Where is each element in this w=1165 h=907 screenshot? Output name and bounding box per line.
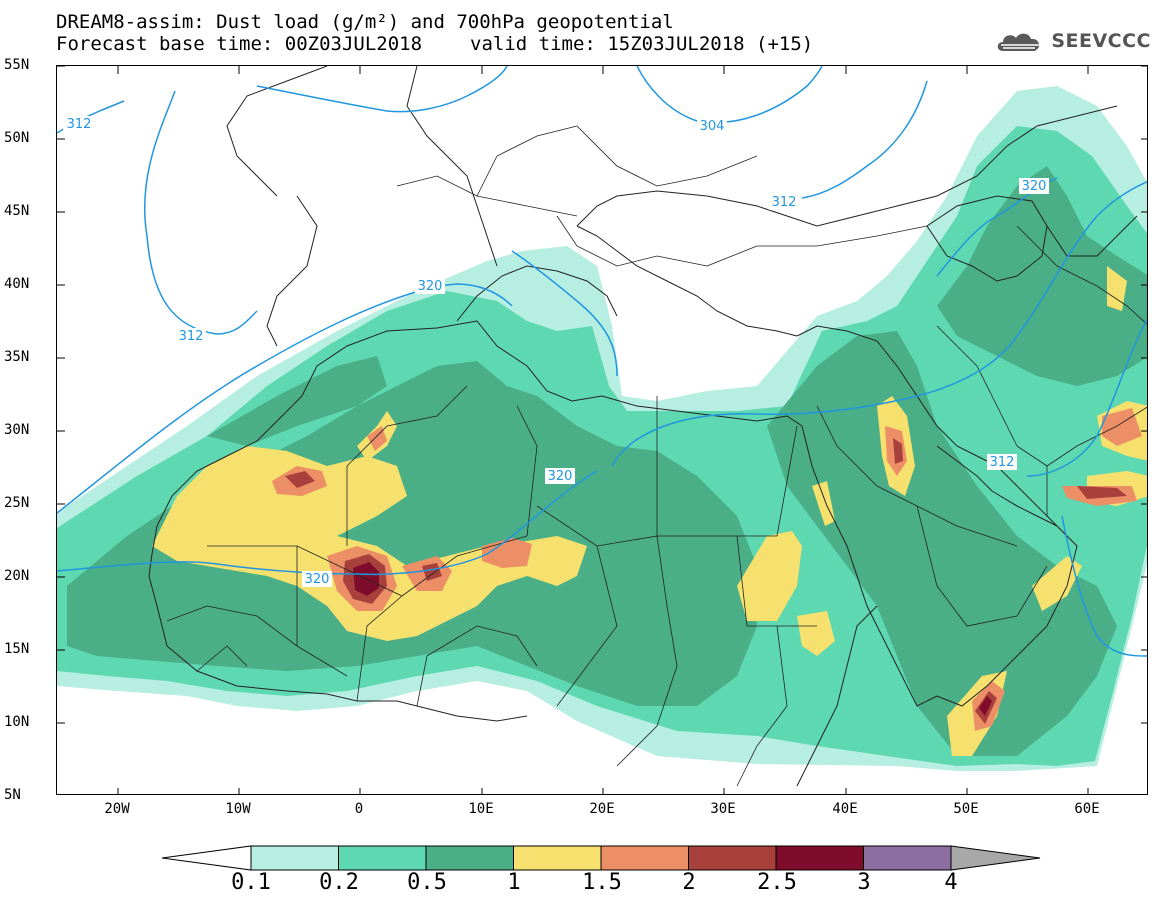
- lon-label: 40E: [832, 801, 858, 817]
- coastlines: [148, 66, 1138, 787]
- lat-label: 50N: [4, 130, 30, 146]
- contour-label: 312: [772, 195, 797, 210]
- lon-label: 60E: [1074, 801, 1100, 817]
- colorbar-tick: 2: [682, 870, 696, 895]
- valid-time: valid time: 15Z03JUL2018 (+15): [470, 33, 814, 55]
- lon-label: 50E: [953, 801, 979, 817]
- colorbar-tick: 4: [944, 870, 958, 895]
- colorbar-cell: [338, 845, 427, 871]
- colorbar-end: [950, 845, 1041, 871]
- geopotential-contours: [57, 66, 1147, 657]
- lon-label: 20E: [589, 801, 615, 817]
- country-borders: [166, 125, 1147, 787]
- lon-label: 10W: [225, 801, 251, 817]
- contour-label: 320: [305, 572, 330, 587]
- lat-label: 25N: [4, 495, 30, 511]
- map-subtitle: Forecast base time: 00Z03JUL2018 valid ti…: [56, 34, 813, 54]
- lon-label: 20W: [104, 801, 130, 817]
- contour-label: 304: [700, 119, 725, 134]
- map-title: DREAM8-assim: Dust load (g/m²) and 700hP…: [56, 11, 674, 33]
- base-time: Forecast base time: 00Z03JUL2018: [56, 33, 423, 55]
- colorbar-tick: 1.5: [582, 870, 622, 895]
- colorbar-cell: [600, 845, 689, 871]
- seevccc-logo: SEEVCCC: [995, 28, 1151, 54]
- contour-label: 312: [990, 455, 1015, 470]
- colorbar-tick: 1: [507, 870, 521, 895]
- colorbar-tick: 0.1: [231, 870, 271, 895]
- contour-label: 312: [67, 117, 92, 132]
- lon-label: 0: [354, 801, 364, 817]
- map-canvas: 312 312 304 312 320 320 320 320 312: [57, 66, 1147, 794]
- colorbar-cell: [775, 845, 864, 871]
- lon-label: 30E: [710, 801, 736, 817]
- lat-label: 10N: [4, 714, 30, 730]
- lon-label: 10E: [468, 801, 494, 817]
- lat-label: 5N: [4, 787, 21, 803]
- logo-text: SEEVCCC: [1051, 30, 1151, 52]
- contour-label: 312: [179, 329, 204, 344]
- colorbar: [162, 845, 1041, 871]
- colorbar-tick: 0.5: [407, 870, 447, 895]
- colorbar-tick: 2.5: [757, 870, 797, 895]
- lat-label: 55N: [4, 57, 30, 73]
- lat-label: 20N: [4, 568, 30, 584]
- axis-ticks: [57, 66, 1147, 794]
- contour-label: 320: [548, 469, 573, 484]
- lat-label: 35N: [4, 349, 30, 365]
- lat-label: 15N: [4, 641, 30, 657]
- colorbar-cell: [513, 845, 602, 871]
- cloud-logo-icon: [998, 33, 1040, 51]
- colorbar-cell: [250, 845, 339, 871]
- contour-label: 320: [1022, 179, 1047, 194]
- lat-label: 30N: [4, 422, 30, 438]
- dust-load-map: 312 312 304 312 320 320 320 320 312: [56, 65, 1148, 795]
- lat-label: 40N: [4, 276, 30, 292]
- contour-label: 320: [418, 279, 443, 294]
- colorbar-tick: 0.2: [319, 870, 359, 895]
- colorbar-cell: [863, 845, 952, 871]
- lat-label: 45N: [4, 203, 30, 219]
- colorbar-cell: [425, 845, 514, 871]
- colorbar-cell: [688, 845, 777, 871]
- colorbar-tick: 3: [857, 870, 871, 895]
- contour-labels: 312 312 304 312 320 320 320 320 312: [63, 116, 1049, 587]
